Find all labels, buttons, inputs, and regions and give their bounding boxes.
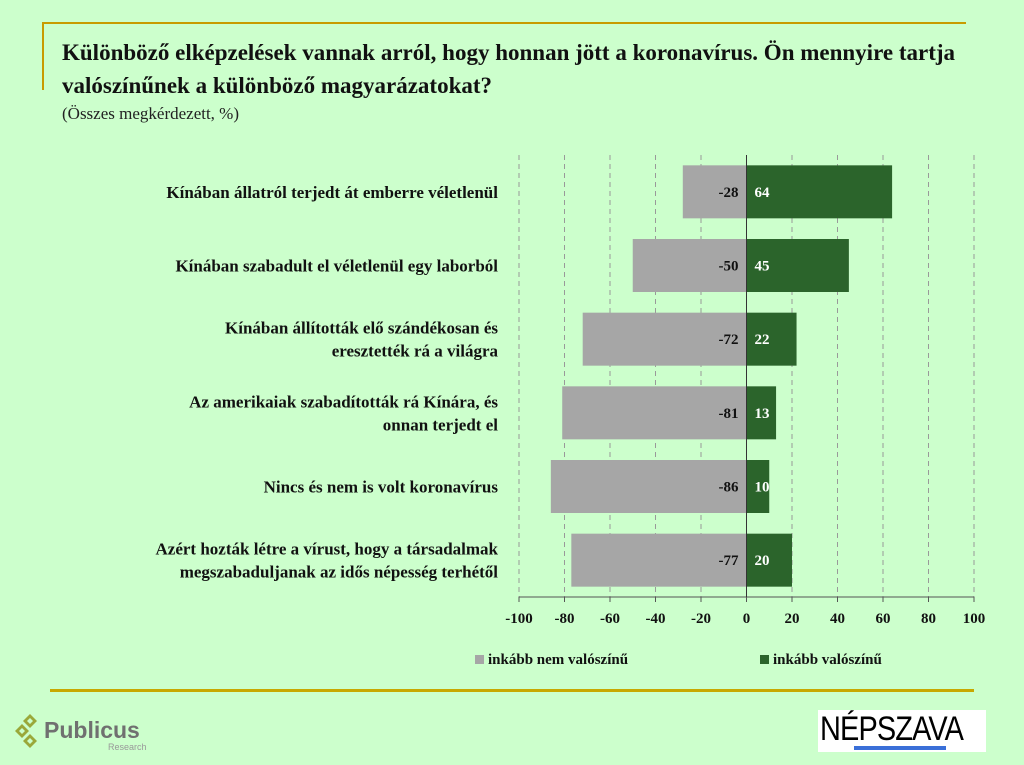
category-label: Kínában állították elő szándékosan és	[225, 319, 498, 338]
data-label-positive: 13	[755, 406, 770, 422]
x-tick-label: -20	[691, 611, 711, 627]
data-label-positive: 45	[755, 259, 770, 275]
data-label-positive: 64	[755, 185, 771, 201]
data-label-negative: -81	[719, 406, 739, 422]
publicus-logo: Publicus Research	[15, 714, 147, 752]
top-rule	[42, 22, 966, 24]
bar-negative	[582, 312, 747, 366]
category-label: Nincs és nem is volt koronavírus	[264, 478, 499, 497]
data-label-negative: -86	[719, 480, 739, 496]
bar-positive	[746, 312, 797, 366]
data-label-negative: -77	[719, 553, 739, 569]
bar-negative	[632, 239, 747, 292]
bottom-rule	[50, 689, 974, 692]
x-tick-label: -80	[555, 611, 575, 627]
bar-positive	[746, 386, 777, 440]
chart-title: Különböző elképzelések vannak arról, hog…	[62, 40, 956, 98]
legend-swatch	[475, 655, 484, 664]
data-label-positive: 10	[755, 480, 770, 496]
category-label: Kínában állatról terjedt át emberre véle…	[166, 183, 498, 202]
x-tick-label: 40	[830, 611, 845, 627]
bar-negative	[562, 386, 747, 440]
data-label-negative: -50	[719, 259, 739, 275]
data-label-negative: -72	[719, 332, 739, 348]
legend-swatch	[760, 655, 769, 664]
category-label: megszabaduljanak az idős népesség terhét…	[180, 563, 499, 582]
nepszava-logo: NÉPSZAVA	[818, 710, 986, 752]
bar-positive	[746, 165, 893, 219]
svg-text:Publicus: Publicus	[44, 717, 140, 743]
category-label: eresztették rá a világra	[332, 342, 499, 361]
svg-text:Research: Research	[108, 742, 147, 752]
x-tick-label: 80	[921, 611, 936, 627]
bar-negative	[571, 533, 747, 587]
bar-positive	[746, 460, 770, 513]
x-tick-label: 60	[876, 611, 891, 627]
chart: -100 -80 -60 -40 -20 0 20 40 60 80 100 -28 64 Kínában…	[156, 155, 986, 668]
data-label-negative: -28	[719, 185, 739, 201]
x-tick-label: 20	[785, 611, 800, 627]
bar-positive	[746, 533, 792, 587]
legend-label: inkább nem valószínű	[488, 652, 628, 668]
bar-negative	[550, 460, 747, 513]
data-label-positive: 20	[755, 553, 770, 569]
category-label: onnan terjedt el	[383, 415, 498, 434]
bar-negative	[682, 165, 747, 219]
x-tick-label: -60	[600, 611, 620, 627]
bar-positive	[746, 239, 849, 292]
category-label: Kínában szabadult el véletlenül egy labo…	[175, 257, 498, 276]
legend-label: inkább valószínű	[773, 652, 882, 668]
chart-subtitle: (Összes megkérdezett, %)	[62, 104, 240, 123]
data-label-positive: 22	[755, 332, 770, 348]
side-rule	[42, 22, 44, 90]
category-label: Az amerikaiak szabadították rá Kínára, é…	[189, 392, 498, 411]
x-tick-label: -40	[646, 611, 666, 627]
category-label: Azért hozták létre a vírust, hogy a társ…	[156, 540, 499, 559]
x-tick-label: 100	[963, 611, 986, 627]
x-tick-label: 0	[743, 611, 751, 627]
x-tick-label: -100	[505, 611, 533, 627]
